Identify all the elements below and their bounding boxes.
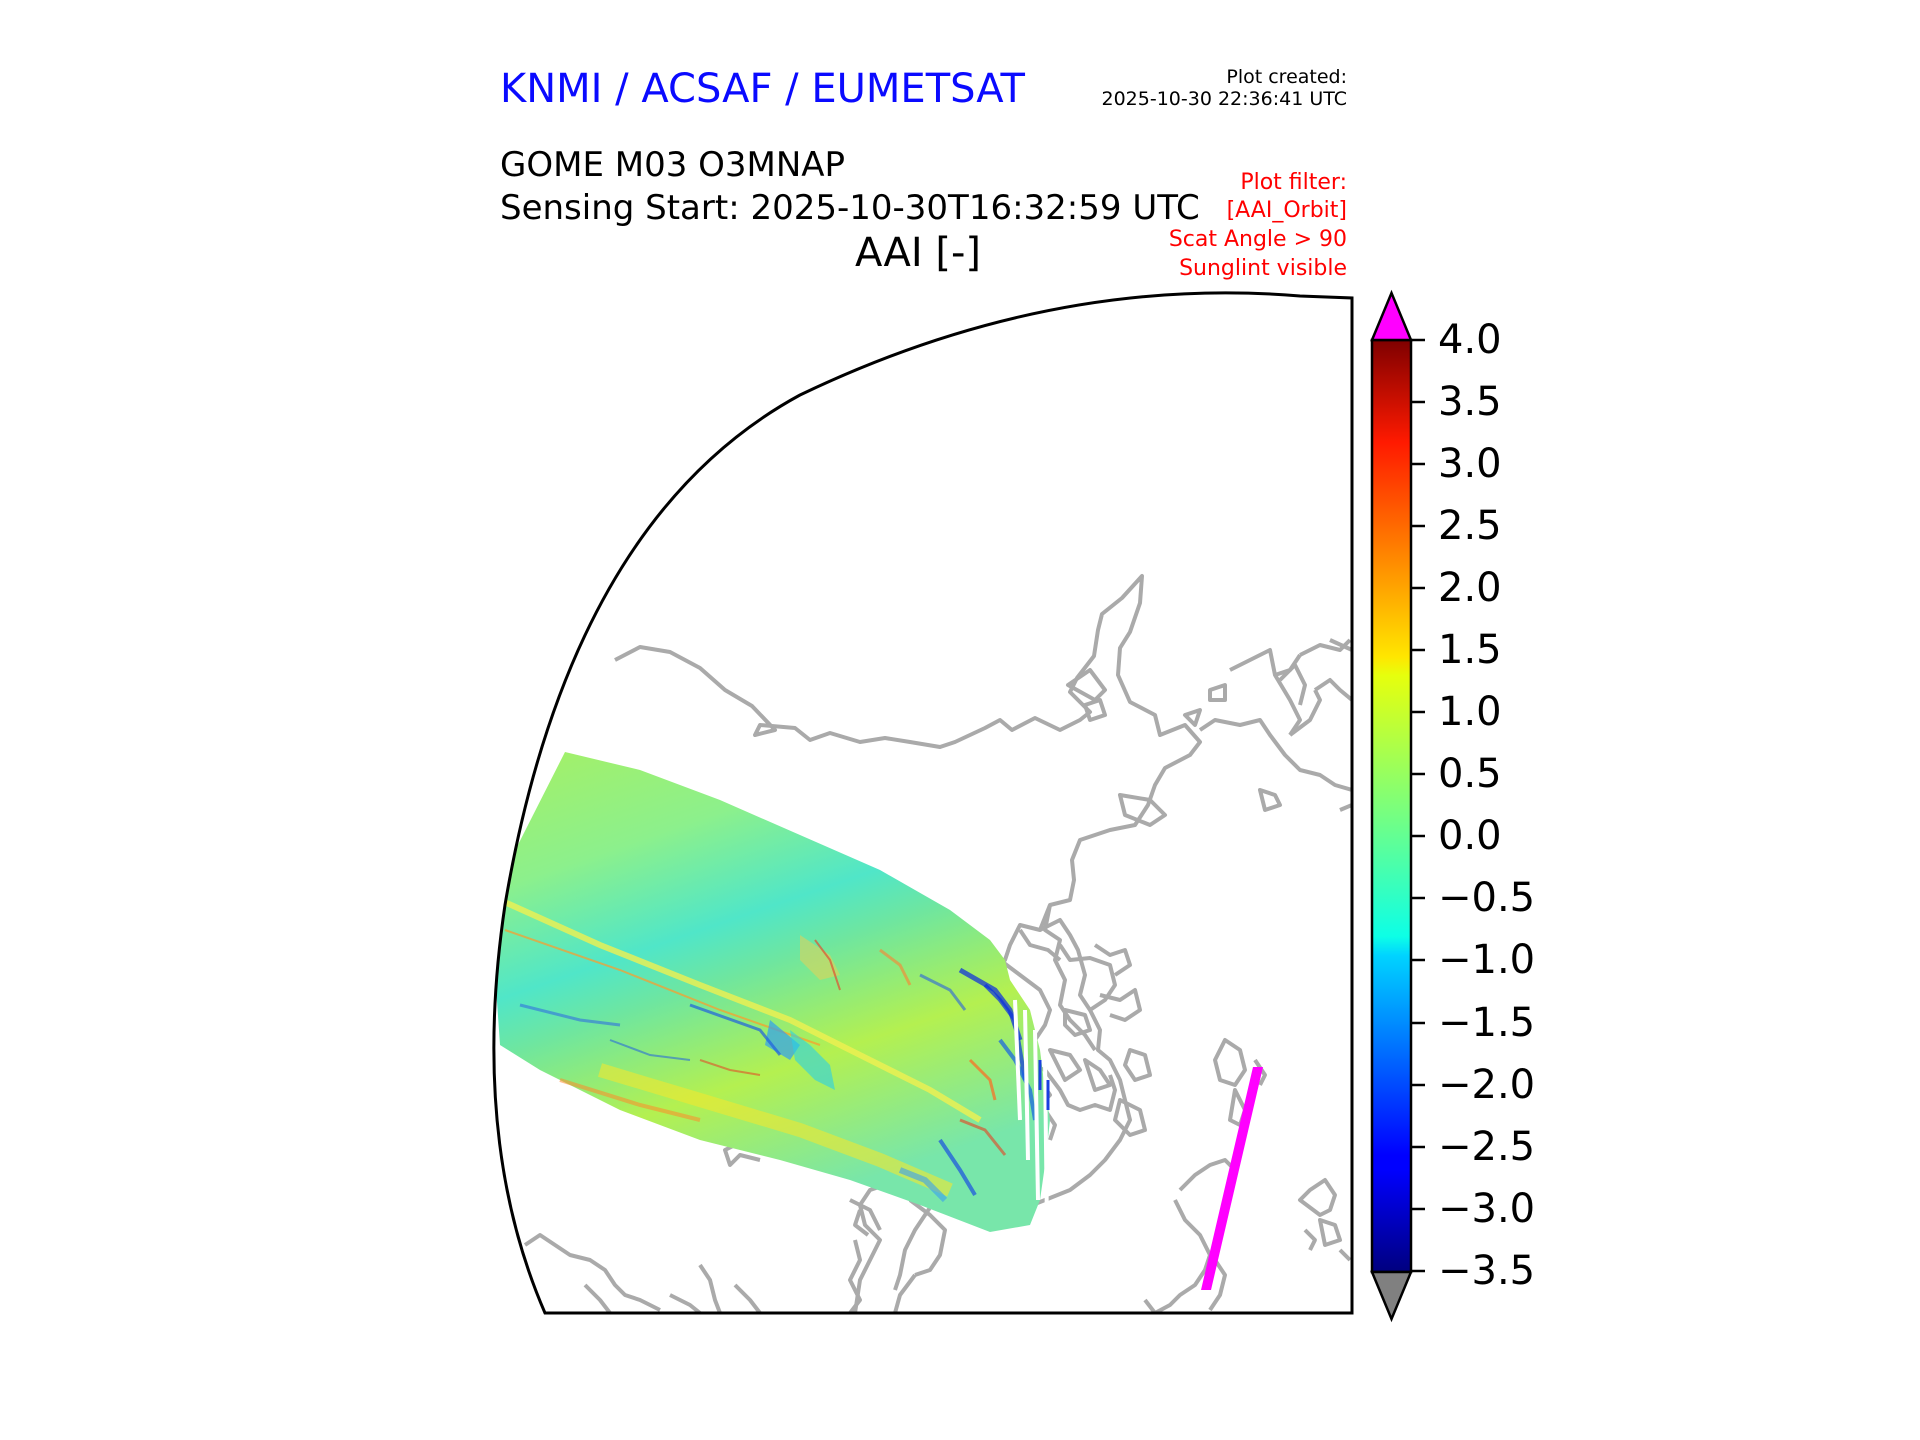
colorbar-tick-label: 2.0 [1438, 565, 1502, 611]
colorbar-tick-label: 1.5 [1438, 627, 1502, 673]
product-title: GOME M03 O3MNAP [500, 145, 846, 185]
colorbar-tick-label: 0.0 [1438, 813, 1502, 859]
colorbar-tick-label: 3.5 [1438, 379, 1502, 425]
plot-filter-label: Plot filter: [1240, 170, 1347, 195]
colorbar-tick-label: 4.0 [1438, 317, 1502, 363]
colorbar-tick-label: −3.5 [1438, 1248, 1536, 1294]
plot-filter-scat-angle: Scat Angle > 90 [1168, 227, 1347, 252]
colorbar-tick-label: −2.5 [1438, 1124, 1536, 1170]
colorbar-gradient [1370, 338, 1413, 1274]
colorbar-tick-label: −1.5 [1438, 1000, 1536, 1046]
colorbar-tick-label: 2.5 [1438, 503, 1502, 549]
plot-filter-sunglint: Sunglint visible [1179, 256, 1347, 281]
colorbar-tick-label: −0.5 [1438, 875, 1536, 921]
plot-created-label: Plot created: [1226, 66, 1347, 88]
overflow-swath [1201, 1067, 1263, 1290]
colorbar-over-arrow [1370, 289, 1413, 342]
colorbar-tick-label: 1.0 [1438, 689, 1502, 735]
organization-title: KNMI / ACSAF / EUMETSAT [500, 66, 1025, 112]
colorbar-tick-label: 0.5 [1438, 751, 1502, 797]
variable-title: AAI [-] [855, 230, 981, 276]
colorbar-tick-label: −3.0 [1438, 1186, 1536, 1232]
plot-created-time: 2025-10-30 22:36:41 UTC [1101, 88, 1348, 110]
colorbar-under-arrow [1370, 1270, 1413, 1323]
swath [493, 752, 1050, 1232]
colorbar-tick-label: 3.0 [1438, 441, 1502, 487]
colorbar [1370, 289, 1425, 1323]
colorbar-tick-label: −2.0 [1438, 1062, 1536, 1108]
colorbar-tick-label: −1.0 [1438, 937, 1536, 983]
sensing-start: Sensing Start: 2025-10-30T16:32:59 UTC [500, 188, 1200, 228]
map-boundary [492, 291, 1354, 1315]
plot-filter-orbit: [AAI_Orbit] [1226, 198, 1347, 223]
